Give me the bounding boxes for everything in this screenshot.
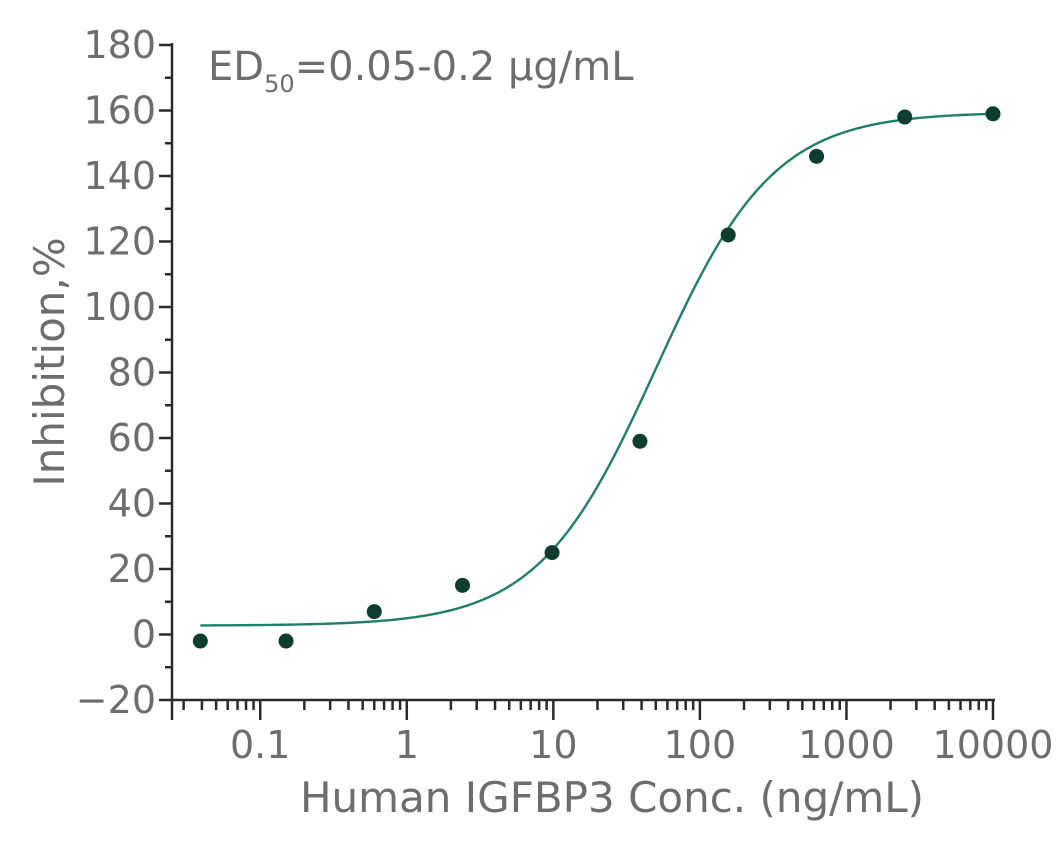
x-axis: 0.1 1 10 100 1000 10000 [170, 698, 1054, 767]
x-tick-label: 1 [395, 723, 419, 767]
ed50-suffix: =0.05-0.2 µg/mL [295, 44, 635, 90]
x-tick-label: 0.1 [230, 723, 290, 767]
y-tick-label: 80 [108, 351, 156, 395]
ed50-prefix: ED [208, 44, 264, 90]
y-axis: −20 0 20 40 60 80 100 120 140 160 180 [76, 23, 174, 722]
data-point [720, 227, 736, 243]
y-tick-label: 160 [83, 89, 156, 133]
y-tick-label: 0 [132, 613, 156, 657]
data-point [809, 148, 825, 164]
data-point [278, 633, 294, 649]
y-tick-label: 180 [83, 23, 156, 67]
fit-curve-layer [200, 112, 994, 627]
y-tick-label: −20 [76, 678, 156, 722]
fit-curve [200, 112, 994, 627]
y-tick-label: 100 [83, 285, 156, 329]
x-tick-label: 1000 [798, 723, 895, 767]
ed50-subscript: 50 [264, 70, 295, 98]
data-point [897, 109, 913, 125]
x-tick-label: 10 [529, 723, 577, 767]
y-tick-label: 60 [108, 416, 156, 460]
data-point [985, 106, 1001, 122]
y-tick-label: 20 [108, 547, 156, 591]
data-point [192, 633, 208, 649]
y-tick-label: 140 [83, 154, 156, 198]
y-axis-title: Inhibition,% [25, 237, 74, 486]
data-point [366, 604, 382, 620]
data-point [544, 545, 560, 561]
y-tick-label: 120 [83, 220, 156, 264]
x-axis-title: Human IGFBP3 Conc. (ng/mL) [300, 773, 924, 822]
x-tick-label: 10000 [933, 723, 1054, 767]
ed50-annotation: ED50=0.05-0.2 µg/mL [208, 44, 634, 98]
data-point [632, 433, 648, 449]
data-point [455, 577, 471, 593]
data-points-layer [192, 106, 1001, 649]
y-tick-label: 40 [108, 482, 156, 526]
x-tick-label: 100 [664, 723, 737, 767]
